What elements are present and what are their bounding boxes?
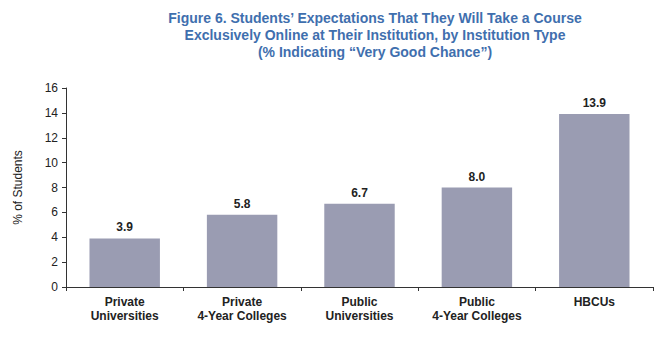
svg-text:Figure 6. Students’ Expectatio: Figure 6. Students’ Expectations That Th… — [168, 10, 582, 26]
svg-text:% of Students: % of Students — [11, 150, 25, 225]
svg-text:6: 6 — [51, 205, 58, 219]
svg-text:Public: Public — [341, 295, 377, 309]
svg-text:8.0: 8.0 — [469, 170, 486, 184]
svg-text:16: 16 — [45, 81, 59, 95]
svg-text:0: 0 — [51, 280, 58, 294]
svg-text:14: 14 — [45, 106, 59, 120]
svg-text:Universities: Universities — [91, 309, 159, 323]
svg-text:Private: Private — [222, 295, 262, 309]
svg-text:3.9: 3.9 — [116, 220, 133, 234]
svg-text:4-Year Colleges: 4-Year Colleges — [197, 309, 287, 323]
svg-text:13.9: 13.9 — [583, 96, 607, 110]
svg-text:8: 8 — [51, 181, 58, 195]
svg-text:Public: Public — [459, 295, 495, 309]
svg-text:6.7: 6.7 — [351, 186, 368, 200]
svg-text:2: 2 — [51, 255, 58, 269]
svg-text:HBCUs: HBCUs — [574, 295, 616, 309]
svg-text:Exclusively Online at Their In: Exclusively Online at Their Institution,… — [185, 27, 566, 43]
svg-text:12: 12 — [45, 131, 59, 145]
svg-text:10: 10 — [45, 156, 59, 170]
svg-text:Private: Private — [105, 295, 145, 309]
svg-text:Universities: Universities — [325, 309, 393, 323]
svg-text:5.8: 5.8 — [234, 197, 251, 211]
svg-text:(% Indicating “Very Good Chanc: (% Indicating “Very Good Chance”) — [258, 44, 492, 60]
svg-text:4-Year Colleges: 4-Year Colleges — [432, 309, 522, 323]
svg-text:4: 4 — [51, 230, 58, 244]
